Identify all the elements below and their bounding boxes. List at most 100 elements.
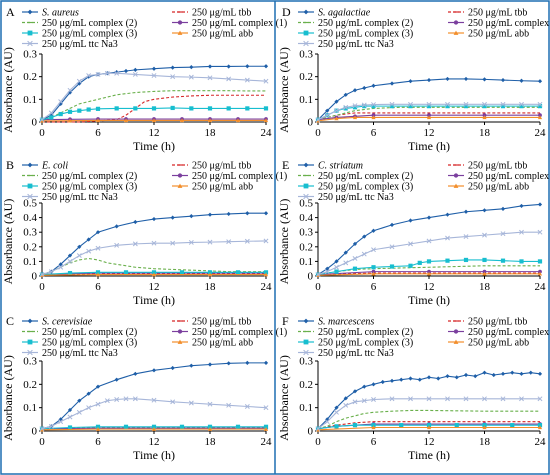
y-tick-label: 0 bbox=[32, 426, 38, 438]
y-tick-label: 0 bbox=[308, 426, 314, 438]
data-point bbox=[417, 260, 422, 265]
data-point bbox=[151, 66, 157, 71]
data-point bbox=[114, 242, 120, 248]
data-point bbox=[445, 374, 450, 379]
legend-label: 250 μg/mL abb bbox=[192, 338, 253, 349]
data-point bbox=[179, 270, 185, 275]
legend-item: C. striatum bbox=[298, 161, 363, 172]
data-point bbox=[334, 264, 339, 270]
legend-item: 250 μg/mL ttc Na3 bbox=[298, 39, 394, 50]
data-point bbox=[352, 256, 358, 261]
data-point bbox=[537, 371, 543, 376]
data-point bbox=[408, 218, 413, 223]
legend-label: 250 μg/mL complex (3) bbox=[318, 29, 413, 40]
data-point bbox=[362, 85, 367, 91]
x-tick-label: 0 bbox=[315, 127, 321, 139]
data-point bbox=[500, 258, 506, 263]
x-tick-label: 24 bbox=[261, 127, 273, 139]
data-point bbox=[48, 423, 54, 429]
data-point bbox=[132, 241, 138, 247]
data-point bbox=[352, 423, 358, 428]
data-point bbox=[537, 202, 543, 207]
data-point bbox=[426, 423, 432, 428]
legend-item: 250 μg/mL tbb bbox=[172, 317, 251, 328]
data-point bbox=[67, 270, 73, 276]
data-point bbox=[49, 115, 54, 120]
legend-label: 250 μg/mL complex (3) bbox=[318, 182, 413, 193]
data-point bbox=[537, 79, 543, 84]
data-point bbox=[189, 106, 194, 111]
data-point bbox=[445, 101, 450, 107]
legend-label: 250 μg/mL complex (1) bbox=[192, 18, 287, 29]
data-point bbox=[408, 263, 413, 268]
legend-label: 250 μg/mL ttc Na3 bbox=[318, 192, 394, 203]
series-s5 bbox=[39, 118, 269, 123]
data-point bbox=[538, 269, 542, 274]
data-point bbox=[343, 92, 348, 97]
series-line bbox=[41, 65, 266, 121]
series-s2 bbox=[41, 90, 266, 121]
data-point bbox=[371, 83, 376, 88]
legend-item: 250 μg/mL tbb bbox=[172, 161, 251, 172]
data-point bbox=[482, 208, 487, 213]
data-point bbox=[389, 104, 395, 109]
series-line bbox=[41, 212, 266, 276]
series-line bbox=[317, 78, 541, 121]
data-point bbox=[352, 266, 358, 271]
x-axis-title: Time (h) bbox=[133, 293, 175, 307]
data-point bbox=[362, 104, 367, 109]
data-point bbox=[67, 407, 73, 413]
data-point bbox=[519, 104, 524, 109]
data-point bbox=[343, 106, 348, 111]
data-point bbox=[133, 371, 138, 376]
legend-label: 250 μg/mL ttc Na3 bbox=[318, 348, 394, 359]
y-tick-label: 0 bbox=[32, 117, 38, 129]
data-point bbox=[352, 241, 358, 246]
y-axis-title: Absorbance (AU) bbox=[1, 199, 15, 285]
data-point bbox=[86, 73, 92, 78]
legend-label: S. aureus bbox=[42, 8, 79, 19]
data-point bbox=[445, 104, 450, 109]
data-point bbox=[315, 427, 321, 432]
legend-item: 250 μg/mL complex (1) bbox=[172, 327, 287, 338]
series-line bbox=[317, 112, 540, 121]
data-point bbox=[245, 64, 250, 69]
data-point bbox=[389, 264, 395, 269]
series-line bbox=[41, 240, 267, 276]
data-point bbox=[482, 115, 487, 120]
data-point bbox=[67, 109, 73, 114]
data-point bbox=[67, 414, 73, 420]
legend-label: 250 μg/mL complex (1) bbox=[468, 171, 550, 182]
data-point bbox=[454, 375, 459, 380]
data-point bbox=[263, 272, 269, 277]
legend-label: 250 μg/mL ttc Na3 bbox=[318, 39, 394, 50]
data-point bbox=[482, 257, 487, 263]
legend-label: 250 μg/mL abb bbox=[468, 338, 529, 349]
x-tick-label: 18 bbox=[205, 436, 217, 448]
legend-item: S. cerevisiae bbox=[22, 317, 93, 328]
legend-swatch-marker bbox=[177, 30, 183, 35]
legend-swatch-marker bbox=[27, 40, 33, 47]
data-point bbox=[519, 203, 524, 209]
legend-item: 250 μg/mL complex (1) bbox=[172, 171, 287, 182]
data-point bbox=[263, 424, 269, 429]
x-tick-label: 0 bbox=[39, 281, 45, 293]
data-point bbox=[519, 371, 524, 376]
series-line bbox=[317, 106, 540, 121]
legend-item: 250 μg/mL abb bbox=[448, 182, 529, 193]
data-point bbox=[132, 396, 138, 402]
legend-item: 250 μg/mL ttc Na3 bbox=[298, 348, 394, 359]
y-axis-title: Absorbance (AU) bbox=[277, 199, 291, 285]
data-point bbox=[343, 104, 349, 110]
y-axis-title: Absorbance (AU) bbox=[277, 355, 291, 441]
data-point bbox=[343, 402, 349, 408]
data-point bbox=[245, 211, 250, 216]
data-point bbox=[324, 112, 330, 118]
y-tick-label: 0.1 bbox=[299, 256, 313, 268]
legend-item: 250 μg/mL complex (3) bbox=[298, 29, 413, 40]
data-point bbox=[510, 370, 515, 375]
legend-swatch-marker bbox=[177, 183, 183, 188]
